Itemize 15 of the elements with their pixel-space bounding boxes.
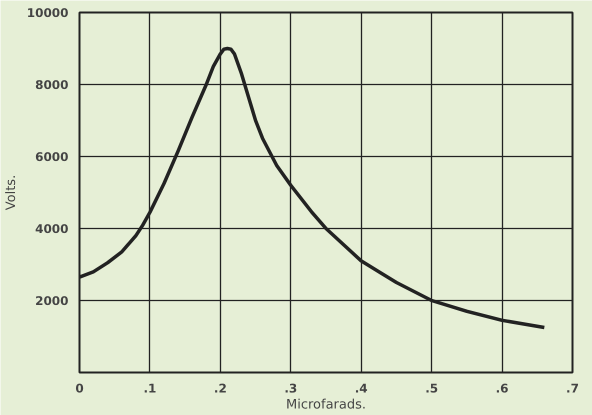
x-tick-label: 0 [75, 382, 84, 396]
x-tick-label: .3 [284, 382, 298, 396]
x-tick-label: .7 [566, 382, 579, 396]
y-tick-label: 2000 [35, 294, 69, 308]
x-axis-title: Microfarads. [286, 398, 366, 412]
x-tick-label: .4 [354, 382, 368, 396]
y-tick-label: 10000 [26, 6, 68, 20]
x-tick-label: .5 [425, 382, 438, 396]
y-tick-label: 8000 [35, 78, 69, 92]
y-axis-title: Volts. [4, 174, 19, 210]
y-tick-label: 4000 [35, 222, 69, 236]
x-tick-label: .1 [143, 382, 156, 396]
x-tick-label: .2 [214, 382, 227, 396]
y-tick-label: 6000 [35, 150, 69, 164]
x-tick-label: .6 [496, 382, 509, 396]
